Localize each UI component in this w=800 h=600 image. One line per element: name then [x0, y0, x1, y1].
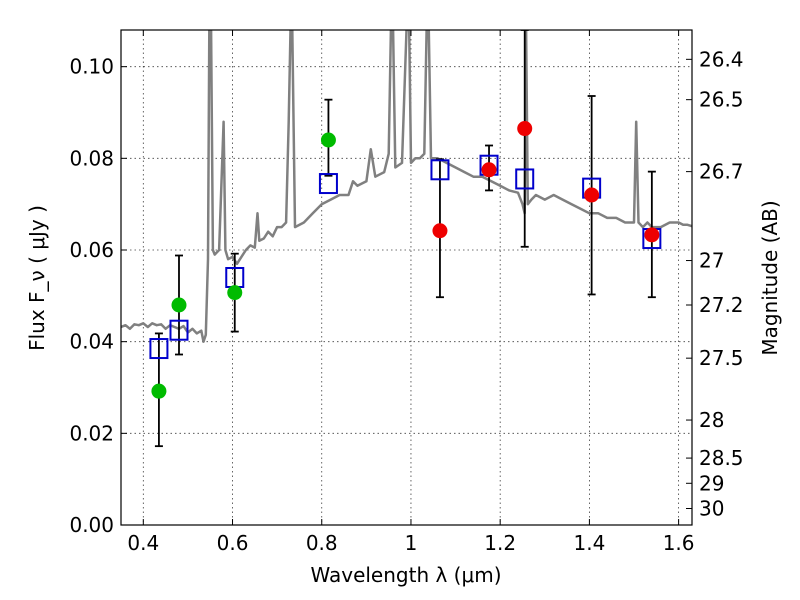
nir-data-point — [644, 227, 660, 243]
y-tick-label: 0.10 — [69, 55, 114, 79]
y-axis-label: Flux F_ν ( μJy ) — [25, 205, 49, 351]
model-spectrum-line — [121, 30, 692, 343]
right-tick-label: 26.4 — [699, 47, 744, 71]
right-tick-label: 28 — [699, 408, 724, 432]
optical-data-point — [320, 132, 336, 148]
axis-ticks: 0.4 0.6 0.8 1 1.2 1.4 1.6 0.00 0.02 0.04 0.06 0.08 0… — [69, 30, 744, 555]
right-tick-label: 27 — [699, 249, 724, 273]
right-tick-label: 30 — [699, 497, 724, 521]
right-axis-label: Magnitude (AB) — [758, 200, 782, 355]
x-axis-label: Wavelength λ (μm) — [310, 563, 501, 587]
y-tick-label: 0.08 — [69, 146, 114, 170]
optical-data-point — [227, 285, 243, 301]
model-photometry-square — [149, 338, 169, 360]
model-photometry-square — [318, 173, 338, 195]
x-tick-label: 1 — [405, 531, 418, 555]
right-tick-label: 27.5 — [699, 346, 744, 370]
y-tick-label: 0.06 — [69, 238, 114, 262]
x-tick-label: 0.6 — [217, 531, 249, 555]
optical-data-point — [171, 297, 187, 313]
right-tick-label: 29 — [699, 471, 724, 495]
right-tick-label: 26.5 — [699, 88, 744, 112]
model-photometry-square — [430, 159, 450, 181]
nir-data-point — [584, 187, 600, 203]
y-tick-label: 0.04 — [69, 330, 114, 354]
x-tick-label: 1.2 — [484, 531, 516, 555]
nir-data-point — [481, 162, 497, 178]
x-tick-label: 0.4 — [127, 531, 159, 555]
x-tick-label: 1.6 — [663, 531, 695, 555]
plot-area — [121, 30, 692, 448]
model-photometry-square — [169, 319, 189, 341]
y-tick-label: 0.02 — [69, 421, 114, 445]
x-tick-label: 0.8 — [306, 531, 338, 555]
right-tick-label: 26.7 — [699, 160, 744, 184]
y-tick-label: 0.00 — [69, 513, 114, 537]
right-tick-label: 27.2 — [699, 293, 744, 317]
model-photometry-square — [515, 168, 535, 190]
right-tick-label: 28.5 — [699, 446, 744, 470]
nir-data-point — [432, 223, 448, 239]
optical-data-point — [151, 383, 167, 399]
x-tick-label: 1.4 — [573, 531, 605, 555]
nir-data-point — [517, 121, 533, 137]
plot-frame — [120, 29, 693, 526]
